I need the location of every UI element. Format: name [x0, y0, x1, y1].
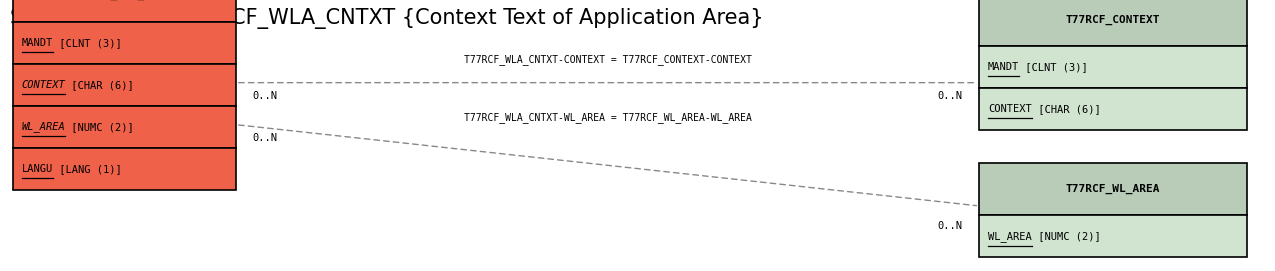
Text: CONTEXT: CONTEXT — [22, 80, 65, 90]
Bar — [13, 148, 236, 190]
Text: [CLNT (3)]: [CLNT (3)] — [54, 38, 121, 48]
Bar — [979, 88, 1247, 130]
Text: SAP ABAP table T77RCF_WLA_CNTXT {Context Text of Application Area}: SAP ABAP table T77RCF_WLA_CNTXT {Context… — [10, 8, 764, 29]
Bar — [13, 64, 236, 106]
Text: LANGU: LANGU — [22, 164, 54, 174]
Text: [CLNT (3)]: [CLNT (3)] — [1020, 62, 1088, 72]
Text: MANDT: MANDT — [22, 38, 54, 48]
Text: [CHAR (6)]: [CHAR (6)] — [65, 80, 134, 90]
Text: [CHAR (6)]: [CHAR (6)] — [1031, 104, 1100, 114]
Bar — [13, 22, 236, 64]
Text: T77RCF_WL_AREA: T77RCF_WL_AREA — [1066, 184, 1160, 194]
Text: 0..N: 0..N — [252, 91, 278, 101]
Bar — [979, 215, 1247, 257]
Text: CONTEXT: CONTEXT — [988, 104, 1031, 114]
Text: WL_AREA: WL_AREA — [22, 121, 65, 132]
Text: 0..N: 0..N — [937, 91, 963, 101]
Bar — [13, 0, 236, 22]
Bar — [979, 46, 1247, 88]
Text: MANDT: MANDT — [988, 62, 1020, 72]
Bar — [979, 0, 1247, 46]
Text: T77RCF_WLA_CNTXT-WL_AREA = T77RCF_WL_AREA-WL_AREA: T77RCF_WLA_CNTXT-WL_AREA = T77RCF_WL_ARE… — [464, 112, 751, 123]
Text: WL_AREA: WL_AREA — [988, 231, 1031, 242]
Text: 0..N: 0..N — [252, 133, 278, 143]
Text: T77RCF_CONTEXT: T77RCF_CONTEXT — [1066, 15, 1160, 25]
Text: [NUMC (2)]: [NUMC (2)] — [1031, 231, 1100, 241]
Text: [LANG (1)]: [LANG (1)] — [54, 164, 121, 174]
Bar — [13, 106, 236, 148]
Bar — [979, 163, 1247, 215]
Text: 0..N: 0..N — [937, 221, 963, 231]
Text: [NUMC (2)]: [NUMC (2)] — [65, 122, 134, 132]
Text: T77RCF_WLA_CNTXT-CONTEXT = T77RCF_CONTEXT-CONTEXT: T77RCF_WLA_CNTXT-CONTEXT = T77RCF_CONTEX… — [464, 54, 751, 65]
